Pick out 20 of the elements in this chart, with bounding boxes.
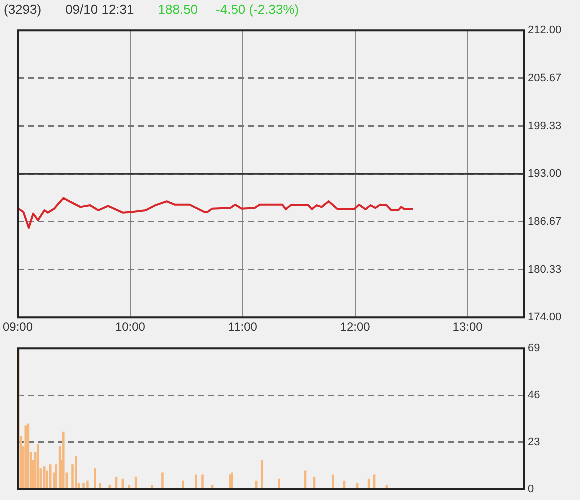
y-tick-label: 186.67	[528, 216, 562, 228]
x-tick-label: 09:00	[3, 320, 34, 334]
x-tick-label: 13:00	[452, 320, 484, 334]
x-tick-label: 10:00	[115, 320, 146, 334]
x-tick-label: 12:00	[340, 320, 371, 334]
y-tick-label: 174.00	[528, 312, 562, 324]
y-tick-label: 193.00	[528, 168, 562, 180]
y-tick-label: 180.33	[528, 264, 562, 276]
chart-title: (3293)	[4, 2, 42, 17]
y-tick-label: 205.67	[528, 72, 562, 84]
y-tick-label: 23	[528, 436, 540, 448]
text: 188.50	[158, 2, 198, 17]
y-tick-label: 0	[528, 483, 534, 496]
y-tick-label: 46	[528, 390, 540, 402]
text: -4.50 (-2.33%)	[216, 2, 300, 17]
y-tick-label: 69	[528, 342, 540, 355]
y-tick-label: 212.00	[528, 24, 562, 37]
chart-subtitle: 09/10 12:31	[66, 2, 134, 17]
x-tick-label: 11:00	[228, 320, 258, 334]
y-tick-label: 199.33	[528, 120, 562, 132]
